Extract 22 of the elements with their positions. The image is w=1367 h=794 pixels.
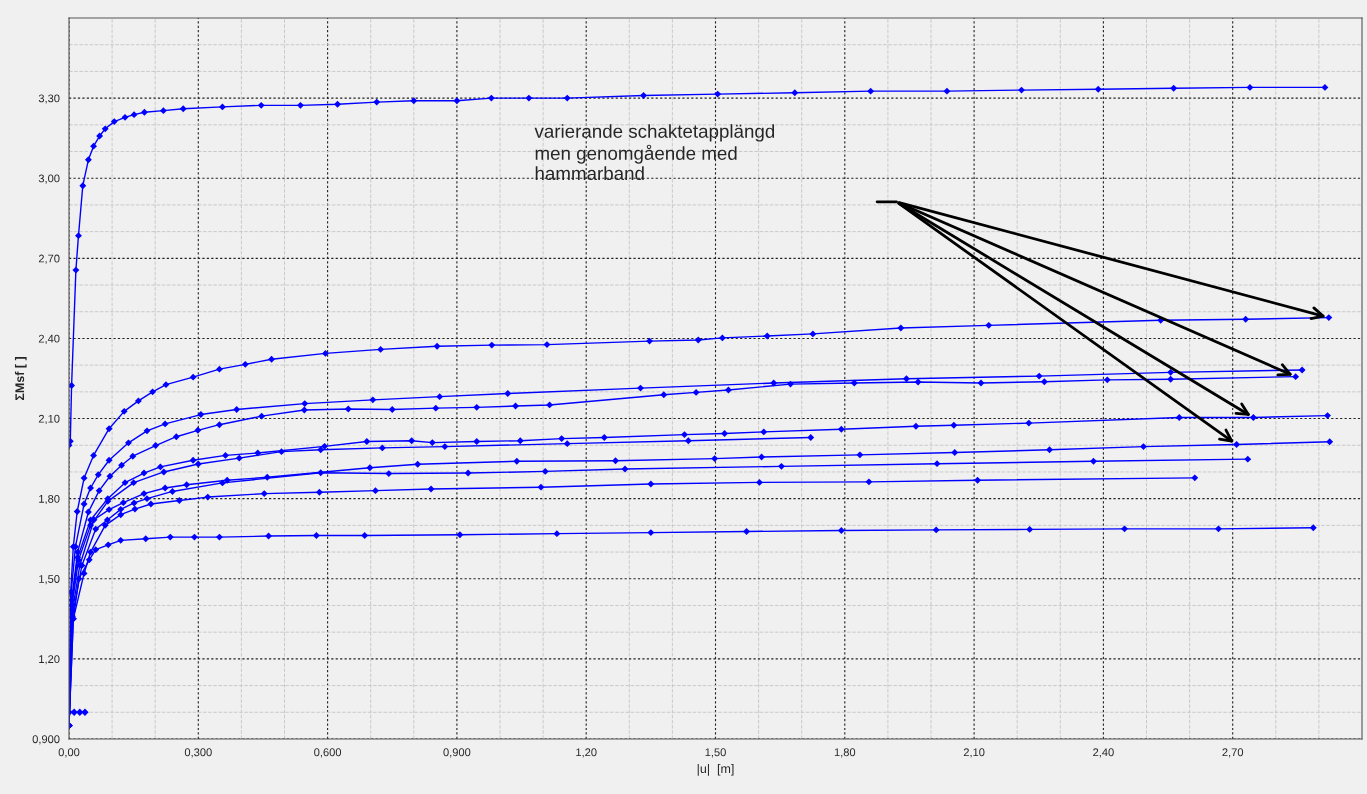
x-tick-label: 1,20: [576, 748, 597, 758]
x-tick-label: 1,50: [705, 748, 726, 758]
x-axis-title: |u| [m]: [697, 763, 734, 776]
y-tick-label: 2,70: [38, 254, 60, 264]
x-tick-label: 1,80: [834, 748, 856, 758]
x-tick-label: 0,300: [184, 748, 212, 758]
y-tick-label: 2,40: [38, 334, 60, 344]
annotation: varierande schaktetapplängd men genomgående med hammarband: [534, 124, 775, 181]
y-tick-label: 1,80: [39, 494, 60, 505]
x-tick-label: 0,900: [443, 748, 471, 758]
y-tick-label: 2,10: [38, 414, 60, 424]
x-tick-label: 2,40: [1093, 748, 1114, 758]
y-tick-label: 3,30: [38, 94, 60, 104]
x-tick-label: 2,10: [963, 748, 985, 758]
y-tick-label: 1,50: [39, 575, 60, 585]
x-tick-label: 2,70: [1222, 748, 1244, 758]
y-tick-label: 0,900: [32, 735, 60, 745]
x-tick-label: 0,00: [58, 748, 80, 758]
y-tick-label: 3,00: [38, 174, 60, 184]
x-tick-label: 0,600: [314, 748, 342, 758]
y-tick-label: 1,20: [39, 655, 60, 665]
y-axis-title: ΣMsf [ ]: [14, 357, 27, 401]
